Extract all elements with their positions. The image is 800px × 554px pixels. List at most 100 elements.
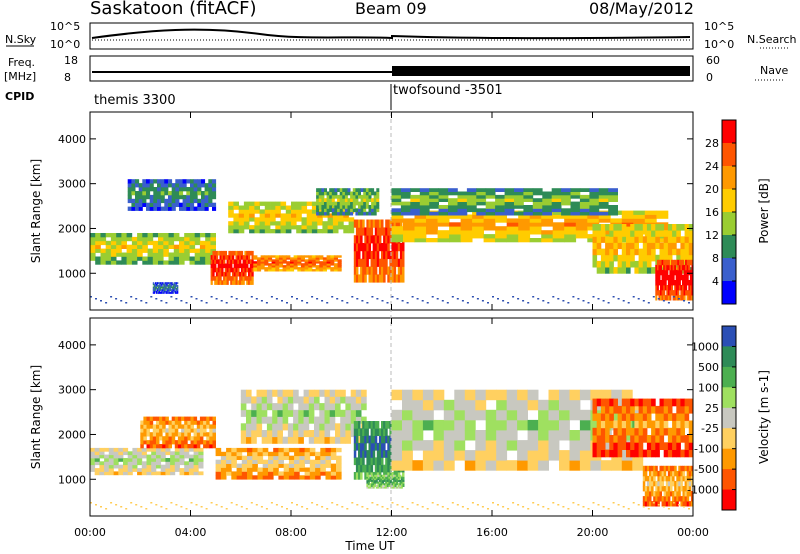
velocity-cell [454, 450, 466, 461]
power-cell [651, 236, 656, 243]
velocity-cell [646, 496, 650, 502]
power-cell [399, 250, 403, 260]
power-cell [175, 183, 180, 188]
power-cell [342, 191, 346, 196]
power-cell [589, 211, 600, 216]
power-cell [212, 194, 217, 200]
power-cell [666, 269, 669, 276]
velocity-cell [188, 471, 194, 476]
power-cell [160, 286, 162, 289]
velocity-cell [684, 435, 690, 443]
power-cell [363, 201, 367, 206]
power-cell [655, 254, 660, 262]
power-cell [395, 274, 399, 283]
velocity-cell [690, 480, 694, 487]
power-cell [391, 211, 402, 216]
power-cell [157, 292, 159, 294]
velocity-speckle [577, 504, 580, 506]
velocity-cell [159, 416, 163, 421]
velocity-cell [621, 398, 627, 407]
power-cell [364, 258, 367, 267]
power-cell [268, 257, 273, 260]
power-cell [173, 290, 176, 293]
velocity-cell [324, 409, 331, 417]
power-cell [152, 240, 159, 246]
velocity-cell [358, 421, 361, 429]
power-cell [321, 205, 325, 209]
power-cell [663, 285, 666, 291]
power-cell [381, 258, 384, 267]
power-cell [138, 194, 143, 200]
power-cell [254, 229, 260, 234]
power-cell [368, 274, 371, 283]
velocity-cell [651, 475, 654, 482]
power-cell [685, 264, 688, 271]
velocity-cell [206, 416, 210, 421]
power-cell [154, 287, 157, 290]
power-cell [661, 274, 664, 281]
power-cell [275, 213, 281, 218]
power-cell [683, 269, 686, 276]
velocity-cell [381, 442, 384, 451]
power-cell [448, 201, 458, 206]
power-cell [137, 248, 143, 253]
power-cell [233, 250, 236, 256]
power-cell [138, 202, 143, 207]
power-cell [373, 201, 377, 206]
velocity-cell [651, 427, 656, 436]
velocity-cell [198, 447, 204, 452]
power-cell [410, 205, 421, 209]
power-cell [332, 229, 339, 234]
velocity-cell [659, 420, 665, 429]
velocity-cell [600, 460, 612, 471]
velocity-cell [209, 444, 213, 449]
power-cell [264, 205, 271, 210]
velocity-cell [165, 458, 171, 462]
power-cell [223, 280, 226, 285]
velocity-cell [617, 449, 623, 458]
velocity-cell [315, 463, 321, 468]
velocity-cell [184, 471, 190, 476]
velocity-cell [600, 389, 612, 401]
velocity-cell [663, 449, 669, 458]
power-cell [219, 255, 222, 260]
power-cell [324, 201, 327, 206]
velocity-cell [665, 465, 669, 472]
power-cell [333, 267, 338, 270]
power-cell [147, 252, 154, 257]
velocity-cell [475, 440, 487, 451]
power-cell [322, 261, 327, 264]
power-cell [613, 248, 618, 256]
power-cell [322, 221, 328, 226]
velocity-cell [393, 483, 396, 486]
velocity-cell [174, 461, 180, 466]
velocity-cell [400, 481, 403, 484]
velocity-cell [680, 435, 685, 443]
velocity-speckle [481, 506, 484, 508]
velocity-cell [646, 465, 650, 472]
velocity-cell [319, 423, 325, 431]
power-cell [156, 286, 158, 289]
velocity-cell [646, 442, 652, 450]
velocity-cell [358, 428, 361, 436]
power-cell [131, 191, 136, 196]
velocity-cell [199, 432, 204, 437]
power-cell [212, 183, 217, 188]
velocity-colorbar-tick-label: -1000 [687, 484, 719, 497]
power-cell [495, 226, 507, 231]
power-cell [147, 236, 154, 242]
velocity-cell [364, 435, 367, 444]
velocity-speckle [381, 506, 384, 508]
power-cell [157, 179, 162, 184]
power-cell [552, 214, 565, 219]
power-cell [429, 198, 439, 202]
power-cell [600, 267, 606, 274]
velocity-cell [412, 430, 424, 441]
power-cell [598, 214, 611, 219]
power-cell [319, 255, 324, 258]
velocity-cell [146, 416, 150, 421]
power-cell [165, 283, 167, 286]
power-cell [689, 280, 692, 286]
power-cell [495, 205, 505, 209]
power-cell [164, 282, 166, 284]
